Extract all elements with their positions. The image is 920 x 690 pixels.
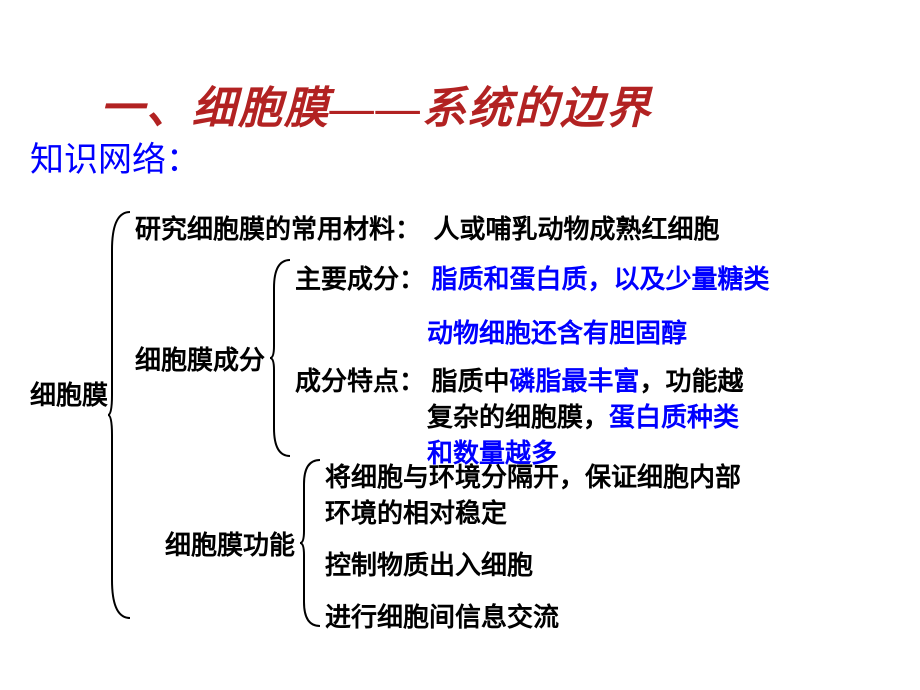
materials-label: 研究细胞膜的常用材料： xyxy=(135,215,421,244)
comp-feature-l2b: 蛋白质种类 xyxy=(609,403,739,432)
bracket-components xyxy=(270,258,292,458)
root-node: 细胞膜 xyxy=(30,375,108,412)
comp-feature-l1a: 脂质中 xyxy=(432,367,510,396)
slide-title: 一、细胞膜——系统的边界 xyxy=(100,72,652,136)
func1-l2: 环境的相对稳定 xyxy=(325,499,507,528)
func3-row: 进行细胞间信息交流 xyxy=(325,600,559,635)
comp-feature-label: 成分特点： xyxy=(295,367,425,396)
comp-feature-row1: 成分特点： 脂质中磷脂最丰富，功能越 xyxy=(295,364,744,399)
func1-row2: 环境的相对稳定 xyxy=(325,496,507,531)
func1-row1: 将细胞与环境分隔开，保证细胞内部 xyxy=(325,460,741,495)
comp-feature-l2a: 复杂的细胞膜， xyxy=(427,403,609,432)
comp-feature-l1b: 磷脂最丰富 xyxy=(510,367,640,396)
materials-row: 研究细胞膜的常用材料： 人或哺乳动物成熟红细胞 xyxy=(135,212,720,247)
func2-row: 控制物质出入细胞 xyxy=(325,548,533,583)
bracket-functions xyxy=(300,458,322,628)
subtitle: 知识网络： xyxy=(30,132,200,181)
comp-feature-l1c: ，功能越 xyxy=(640,367,744,396)
bracket-root xyxy=(108,210,132,620)
func1-l1: 将细胞与环境分隔开，保证细胞内部 xyxy=(325,463,741,492)
comp-main-value: 脂质和蛋白质，以及少量糖类 xyxy=(432,265,770,294)
branch-components: 细胞膜成分 xyxy=(135,340,265,377)
func2-text: 控制物质出入细胞 xyxy=(325,551,533,580)
materials-value: 人或哺乳动物成熟红细胞 xyxy=(434,215,720,244)
func3-text: 进行细胞间信息交流 xyxy=(325,603,559,632)
comp-main-row: 主要成分： 脂质和蛋白质，以及少量糖类 xyxy=(295,262,770,297)
comp-main-label: 主要成分： xyxy=(295,265,425,294)
branch-functions: 细胞膜功能 xyxy=(165,525,295,562)
comp-animal-text: 动物细胞还含有胆固醇 xyxy=(427,319,687,348)
comp-feature-row2: 复杂的细胞膜，蛋白质种类 xyxy=(427,400,739,435)
comp-animal-row: 动物细胞还含有胆固醇 xyxy=(427,316,687,351)
